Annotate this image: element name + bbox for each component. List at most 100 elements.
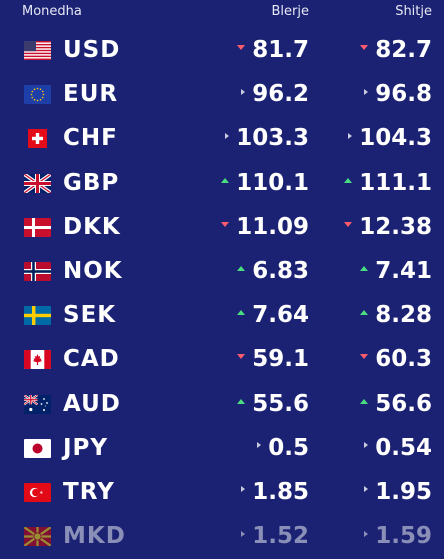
- buy-rate: 1.85: [241, 479, 309, 507]
- up-arrow-icon: [221, 177, 230, 183]
- sell-value: 82.7: [375, 37, 432, 63]
- up-arrow-icon: [237, 265, 246, 271]
- right-arrow-icon: [348, 132, 353, 139]
- up-arrow-icon: [237, 310, 246, 316]
- buy-value: 96.2: [252, 81, 309, 108]
- eu-flag-icon: [24, 85, 51, 105]
- right-arrow-icon: [241, 486, 246, 493]
- ch-flag-icon: [24, 129, 51, 149]
- rate-row-try: TRY 1.85 1.95: [0, 471, 444, 515]
- rate-row-gbp: GBP 110.1 111.1: [0, 162, 444, 206]
- currency-code: AUD: [63, 390, 121, 417]
- tr-flag-icon: [24, 482, 51, 502]
- sell-rate: 1.59: [364, 523, 432, 551]
- sell-value: 8.28: [375, 302, 432, 329]
- down-arrow-icon: [360, 45, 369, 50]
- currency-code: SEK: [63, 302, 117, 329]
- sell-rate: 104.3: [348, 125, 432, 153]
- sell-value: 56.6: [375, 390, 432, 417]
- right-arrow-icon: [364, 442, 369, 449]
- sell-rate: 56.6: [360, 391, 432, 419]
- buy-rate: 0.5: [257, 435, 309, 463]
- down-arrow-icon: [221, 221, 230, 227]
- currency-code: USD: [63, 37, 121, 63]
- currency-column-header: Monedha: [22, 4, 82, 19]
- sell-value: 7.41: [375, 257, 432, 284]
- buy-rate: 103.3: [225, 125, 309, 153]
- dk-flag-icon: [24, 217, 51, 237]
- buy-value: 110.1: [236, 169, 309, 196]
- sell-value: 96.8: [375, 81, 432, 108]
- down-arrow-icon: [237, 45, 246, 50]
- right-arrow-icon: [257, 442, 262, 449]
- buy-rate: 96.2: [241, 81, 309, 109]
- buy-value: 7.64: [252, 302, 309, 329]
- buy-value: 1.85: [252, 478, 309, 505]
- ca-flag-icon: [24, 350, 51, 370]
- gb-flag-icon: [24, 173, 51, 193]
- jp-flag-icon: [24, 438, 51, 458]
- currency-code: GBP: [63, 169, 120, 196]
- sell-rate: 82.7: [360, 37, 432, 65]
- down-arrow-icon: [360, 354, 369, 360]
- up-arrow-icon: [360, 310, 369, 316]
- sell-rate: 111.1: [344, 170, 432, 198]
- buy-value: 59.1: [252, 346, 309, 373]
- right-arrow-icon: [364, 486, 369, 493]
- mk-flag-icon: [24, 527, 51, 547]
- buy-rate: 7.64: [237, 302, 309, 330]
- up-arrow-icon: [360, 265, 369, 271]
- rate-row-dkk: DKK 11.09 12.38: [0, 206, 444, 250]
- down-arrow-icon: [237, 354, 246, 360]
- down-arrow-icon: [344, 221, 353, 227]
- au-flag-icon: [24, 394, 51, 414]
- rate-row-nok: NOK 6.83 7.41: [0, 250, 444, 294]
- currency-code: NOK: [63, 257, 123, 284]
- currency-code: JPY: [63, 434, 109, 461]
- no-flag-icon: [24, 261, 51, 281]
- right-arrow-icon: [364, 88, 369, 95]
- buy-column-header: Blerje: [271, 4, 309, 19]
- buy-value: 11.09: [236, 213, 309, 240]
- rate-row-mkd: MKD 1.52 1.59: [0, 515, 444, 559]
- currency-code: CAD: [63, 346, 120, 373]
- currency-code: CHF: [63, 125, 118, 152]
- buy-value: 103.3: [236, 125, 309, 152]
- sell-rate: 8.28: [360, 302, 432, 330]
- currency-code: MKD: [63, 523, 126, 550]
- rate-row-jpy: JPY 0.5 0.54: [0, 427, 444, 471]
- rate-row-chf: CHF 103.3 104.3: [0, 117, 444, 161]
- currency-code: EUR: [63, 81, 119, 108]
- sell-rate: 7.41: [360, 258, 432, 286]
- buy-rate: 55.6: [237, 391, 309, 419]
- sell-rate: 1.95: [364, 479, 432, 507]
- sell-value: 12.38: [359, 213, 432, 240]
- sell-value: 60.3: [375, 346, 432, 373]
- buy-rate: 6.83: [237, 258, 309, 286]
- se-flag-icon: [24, 306, 51, 326]
- right-arrow-icon: [364, 530, 369, 537]
- sell-rate: 0.54: [364, 435, 432, 463]
- buy-rate: 59.1: [237, 346, 309, 374]
- table-header: Monedha Blerje Shitje: [0, 0, 444, 22]
- right-arrow-icon: [241, 88, 246, 95]
- sell-value: 1.95: [375, 478, 432, 505]
- buy-value: 0.5: [268, 434, 309, 461]
- sell-value: 111.1: [359, 169, 432, 196]
- buy-value: 81.7: [252, 37, 309, 63]
- right-arrow-icon: [225, 132, 230, 139]
- us-flag-icon: [24, 41, 51, 60]
- rate-row-usd: USD 81.7 82.7: [0, 29, 444, 73]
- sell-rate: 96.8: [364, 81, 432, 109]
- buy-rate: 81.7: [237, 37, 309, 65]
- buy-rate: 1.52: [241, 523, 309, 551]
- buy-value: 6.83: [252, 257, 309, 284]
- rate-row-sek: SEK 7.64 8.28: [0, 294, 444, 338]
- currency-code: DKK: [63, 213, 121, 240]
- up-arrow-icon: [237, 398, 246, 404]
- rate-row-cad: CAD 59.1 60.3: [0, 338, 444, 382]
- sell-column-header: Shitje: [395, 4, 432, 19]
- rate-row-aud: AUD 55.6 56.6: [0, 383, 444, 427]
- sell-rate: 12.38: [344, 214, 432, 242]
